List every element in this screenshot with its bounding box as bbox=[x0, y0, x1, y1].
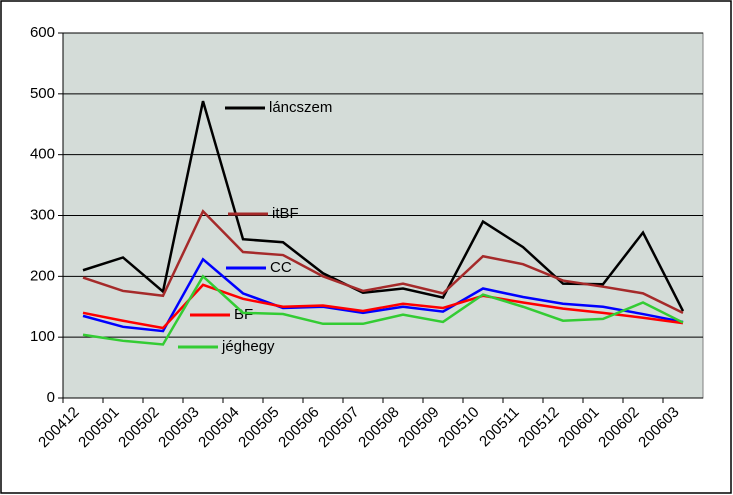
y-tick-label: 0 bbox=[47, 389, 55, 406]
legend-label: jéghegy bbox=[221, 338, 275, 355]
series-line bbox=[82, 283, 684, 330]
series-line bbox=[82, 257, 684, 333]
y-tick-label: 200 bbox=[30, 267, 55, 284]
series-line bbox=[82, 209, 684, 314]
y-tick-label: 600 bbox=[30, 24, 55, 41]
y-tick-label: 100 bbox=[30, 328, 55, 345]
series-line bbox=[82, 274, 684, 346]
legend-label: CC bbox=[270, 259, 292, 276]
legend-label: itBF bbox=[272, 205, 299, 222]
y-tick-label: 300 bbox=[30, 206, 55, 223]
legend-label: láncszem bbox=[269, 99, 332, 116]
y-tick-label: 500 bbox=[30, 85, 55, 102]
y-tick-label: 400 bbox=[30, 146, 55, 163]
